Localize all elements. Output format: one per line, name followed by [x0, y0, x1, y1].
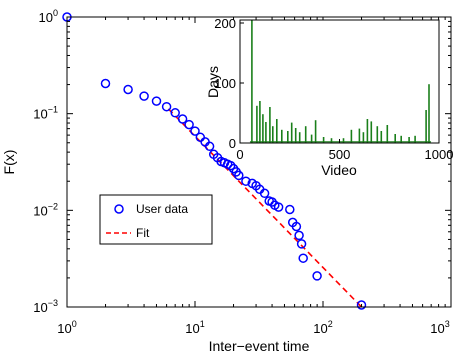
main-plot-frame: [66, 16, 452, 308]
main-ticks: 100 101 102 103 10−3 10−2 10−1 100: [33, 8, 452, 336]
data-point: [259, 188, 270, 199]
data-point: [139, 91, 149, 101]
data-point: [161, 101, 172, 112]
data-point: [291, 221, 302, 232]
inset-y-tick-label: 100: [214, 76, 236, 91]
data-point: [241, 176, 251, 186]
inset-x-tick-label: 0: [236, 147, 243, 162]
data-point: [190, 126, 200, 136]
inset-ticks: 0 500 1000 0 100 200: [214, 16, 453, 162]
data-point: [184, 119, 194, 130]
inset-x-axis-label: Video: [321, 162, 357, 178]
data-point: [123, 84, 133, 95]
y-tick-label: 10−1: [33, 105, 58, 122]
main-plot: 100 101 102 103 10−3 10−2 10−1 100 Inter−event …: [1, 8, 452, 354]
y-tick-label: 10−3: [33, 298, 58, 315]
data-point: [151, 96, 162, 106]
x-axis-label: Inter−event time: [209, 338, 310, 354]
x-tick-label: 102: [313, 319, 332, 336]
legend: User data Fit: [99, 194, 213, 245]
inset-x-tick-label: 500: [329, 147, 351, 162]
data-point: [177, 114, 188, 124]
data-point: [225, 160, 236, 171]
y-tick-label: 10−2: [33, 201, 58, 218]
data-point: [234, 170, 244, 181]
inset-y-tick-label: 0: [229, 136, 236, 151]
y-axis-label: F(x): [1, 150, 17, 175]
fit-line: [167, 108, 363, 308]
inset-y-tick-label: 200: [214, 16, 236, 31]
data-point: [195, 132, 206, 143]
data-point: [298, 253, 308, 263]
inset-marks: [249, 20, 432, 143]
data-point: [204, 141, 215, 152]
data-point: [285, 204, 295, 215]
inset-x-tick-label: 1000: [425, 147, 454, 162]
data-point: [170, 108, 180, 118]
legend-marker-user-data: [114, 204, 124, 214]
data-point: [273, 202, 284, 212]
data-point: [356, 300, 367, 310]
x-tick-label: 100: [57, 319, 76, 336]
x-tick-label: 103: [430, 319, 449, 336]
inset-plot: 0 500 1000 0 100 200 Video Days: [205, 16, 453, 178]
data-point: [296, 239, 307, 249]
inset-y-axis-label: Days: [205, 66, 221, 98]
data-point: [294, 230, 304, 241]
x-tick-label: 101: [185, 319, 204, 336]
data-point: [312, 271, 322, 281]
y-tick-label: 100: [39, 8, 58, 25]
legend-label-user-data: User data: [136, 202, 188, 216]
legend-label-fit: Fit: [136, 226, 150, 240]
legend-box: [99, 194, 213, 245]
inset-background: [240, 20, 439, 143]
data-point: [100, 78, 111, 89]
main-marks: [62, 12, 367, 310]
